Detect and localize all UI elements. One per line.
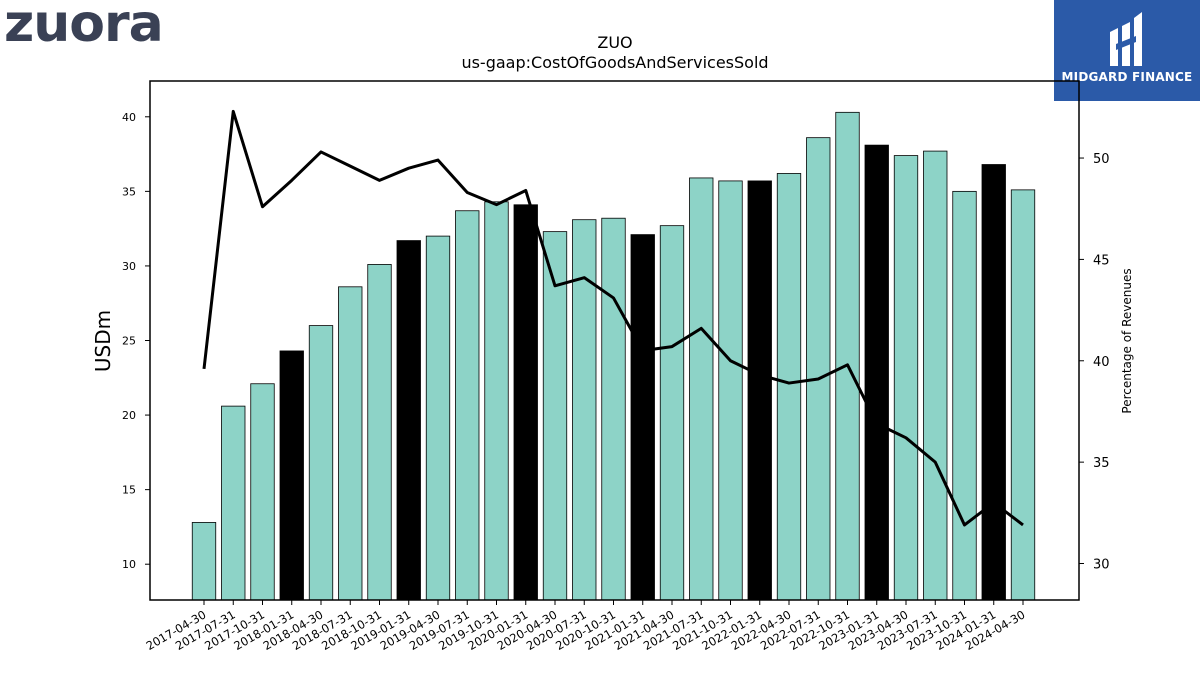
bar — [484, 201, 509, 601]
midgard-finance-logo: MIDGARD FINANCE — [1054, 0, 1200, 101]
bar — [396, 240, 421, 601]
y2-tick-label: 30 — [1093, 558, 1110, 573]
bar — [893, 155, 919, 601]
bar — [367, 264, 392, 601]
y-axis-label: USDm — [91, 310, 115, 372]
bar — [952, 190, 977, 601]
zuora-logo: zuora — [4, 0, 164, 54]
y2-axis-label: Percentage of Revenues — [1120, 268, 1134, 413]
bar — [776, 173, 802, 601]
y-tick-label: 35 — [122, 185, 136, 198]
bar — [630, 234, 655, 601]
bar — [191, 522, 217, 601]
chart-subtitle: us-gaap:CostOfGoodsAndServicesSold — [461, 53, 768, 72]
y2-tick-label: 50 — [1093, 152, 1110, 167]
bar — [923, 150, 948, 601]
bar — [1010, 189, 1036, 601]
bar — [425, 235, 451, 601]
y-tick-label: 30 — [122, 260, 136, 273]
bar — [455, 210, 480, 601]
bar — [250, 383, 275, 601]
chart-title: ZUO — [597, 33, 632, 52]
bar — [338, 286, 363, 601]
y2-tick-label: 35 — [1093, 456, 1110, 471]
bar — [689, 177, 714, 601]
bar — [747, 180, 772, 601]
bar — [718, 180, 743, 601]
bar — [981, 164, 1006, 601]
bar — [835, 111, 860, 601]
bar — [221, 405, 246, 601]
midgard-finance-label: MIDGARD FINANCE — [1061, 70, 1193, 84]
y-tick-label: 25 — [122, 335, 136, 348]
bar — [279, 350, 304, 601]
y-tick-label: 40 — [122, 111, 136, 124]
percentage-line — [202, 109, 1024, 527]
bar — [308, 325, 334, 601]
bar — [806, 137, 831, 601]
y-tick-label: 10 — [122, 558, 136, 571]
y-tick-label: 20 — [122, 409, 136, 422]
bar — [864, 144, 889, 601]
bar — [513, 204, 538, 601]
y2-tick-label: 40 — [1093, 355, 1110, 370]
y-tick-label: 15 — [122, 484, 136, 497]
y2-tick-label: 45 — [1093, 253, 1110, 268]
bar — [659, 225, 685, 601]
bar — [601, 217, 626, 601]
midgard-emblem-icon — [1110, 12, 1142, 66]
